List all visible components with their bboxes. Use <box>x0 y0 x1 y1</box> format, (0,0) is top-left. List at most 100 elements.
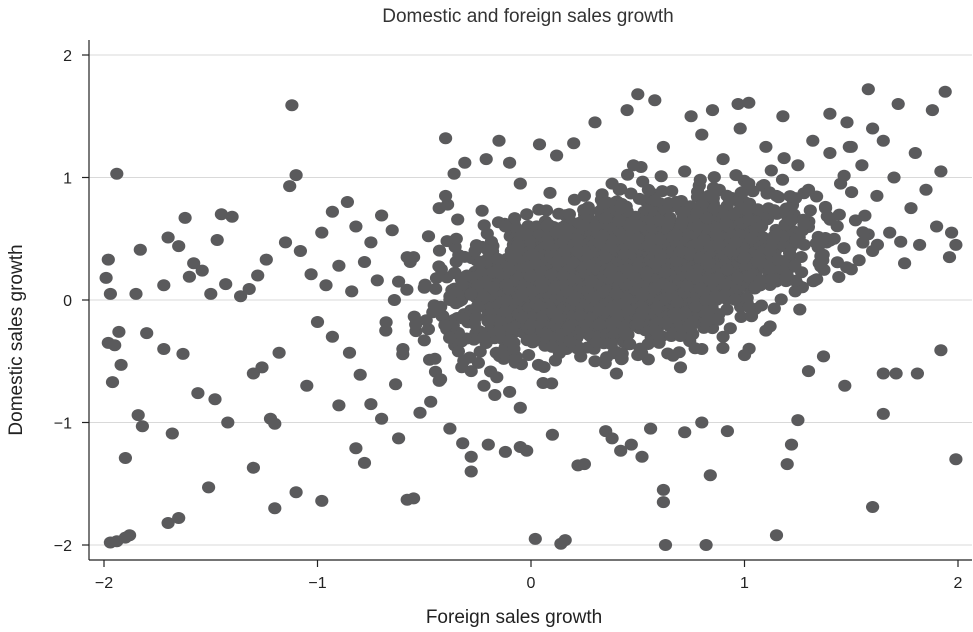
data-point <box>823 147 837 159</box>
data-point <box>614 353 629 366</box>
data-point <box>400 493 414 506</box>
data-point <box>548 354 563 367</box>
data-point <box>767 302 781 315</box>
data-point <box>816 350 831 363</box>
data-point <box>716 153 730 166</box>
data-point <box>648 94 662 107</box>
x-tick-label: 2 <box>954 575 963 592</box>
data-point <box>898 257 912 270</box>
data-point <box>577 219 591 232</box>
data-point <box>471 300 485 313</box>
data-point <box>599 251 613 264</box>
data-point <box>730 271 745 284</box>
data-point <box>481 245 495 257</box>
data-point <box>447 167 461 180</box>
data-point <box>695 128 709 141</box>
data-point <box>870 189 884 202</box>
data-point <box>172 240 186 253</box>
data-point <box>157 279 171 292</box>
data-point <box>690 220 705 233</box>
data-point <box>818 232 832 245</box>
x-tick-label: 0 <box>527 575 536 592</box>
data-point <box>545 428 560 441</box>
data-point <box>801 183 816 196</box>
data-point <box>784 214 799 227</box>
data-point <box>283 180 297 193</box>
data-point <box>780 458 794 471</box>
data-point <box>720 303 734 316</box>
data-point <box>663 211 677 224</box>
data-point <box>289 486 303 499</box>
data-point <box>832 271 846 283</box>
data-point <box>219 278 233 291</box>
data-point <box>467 317 481 330</box>
data-point <box>503 385 517 398</box>
data-point <box>832 208 846 221</box>
data-point <box>845 186 859 199</box>
data-point <box>105 376 120 389</box>
data-point <box>669 196 683 208</box>
data-point <box>492 134 506 147</box>
data-point <box>409 318 423 331</box>
data-point <box>475 204 489 217</box>
data-point <box>840 116 854 129</box>
data-point <box>716 342 730 354</box>
data-point <box>439 189 453 202</box>
data-point <box>566 256 580 269</box>
data-point <box>477 219 491 232</box>
data-point <box>641 239 655 252</box>
dense-point-cloud <box>379 140 908 401</box>
data-point <box>675 215 689 228</box>
data-point <box>599 212 613 224</box>
data-point <box>621 168 635 181</box>
data-point <box>315 226 329 239</box>
data-point <box>285 99 299 112</box>
data-point <box>544 268 559 281</box>
y-tick-label: −1 <box>54 416 72 433</box>
data-point <box>545 340 559 353</box>
data-point <box>557 246 571 259</box>
data-point <box>513 401 527 414</box>
data-point <box>214 208 228 221</box>
data-point <box>571 245 585 257</box>
data-point <box>532 138 547 151</box>
data-point <box>520 334 534 347</box>
data-point <box>370 274 384 287</box>
data-point <box>706 275 720 288</box>
data-point <box>429 282 443 295</box>
data-point <box>866 122 880 135</box>
data-point <box>195 264 209 277</box>
data-point <box>202 481 216 494</box>
data-point <box>700 315 714 327</box>
data-point <box>644 422 658 435</box>
data-point <box>623 338 637 351</box>
data-point <box>108 339 122 352</box>
data-point <box>827 232 841 245</box>
data-point <box>357 456 372 469</box>
data-point <box>479 153 493 166</box>
data-point <box>432 244 447 257</box>
data-point <box>776 110 790 123</box>
data-point <box>315 494 329 507</box>
y-axis-label: Domestic sales growth <box>6 244 27 435</box>
data-point <box>742 301 756 314</box>
data-point <box>655 185 669 198</box>
data-point <box>797 238 811 251</box>
data-point <box>387 294 401 306</box>
data-point <box>767 230 781 243</box>
data-point <box>396 343 410 355</box>
data-point <box>672 346 686 359</box>
data-point <box>522 349 536 361</box>
data-point <box>852 254 866 267</box>
data-point <box>652 336 666 349</box>
data-point <box>588 116 602 129</box>
data-point <box>777 152 791 165</box>
x-tick-label: −1 <box>308 575 326 592</box>
data-point <box>443 331 457 344</box>
data-point <box>605 432 619 445</box>
data-point <box>503 263 517 276</box>
data-point <box>925 104 940 117</box>
data-point <box>477 379 491 392</box>
data-point <box>603 266 617 279</box>
data-point <box>319 279 333 292</box>
